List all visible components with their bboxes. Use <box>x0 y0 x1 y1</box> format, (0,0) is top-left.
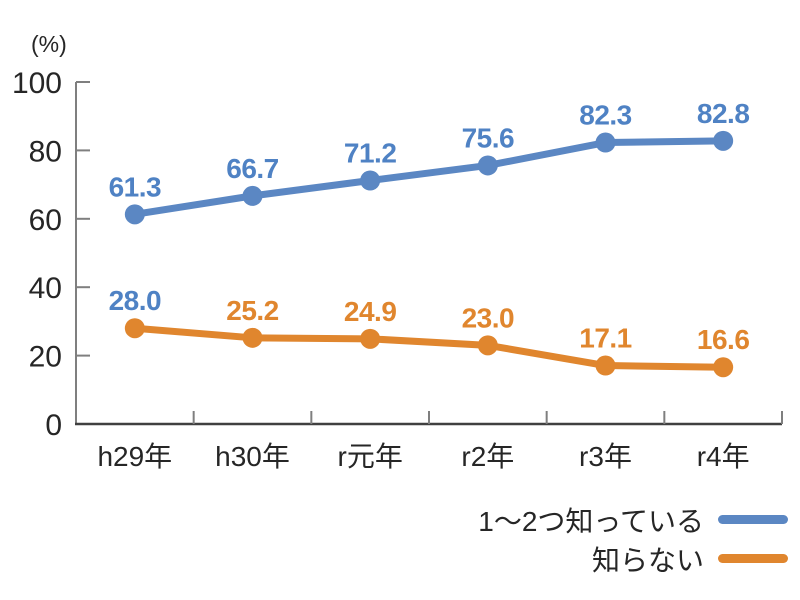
x-axis-category-label: r2年 <box>461 441 514 472</box>
legend-item: 1〜2つ知っている <box>478 500 788 539</box>
data-label: 17.1 <box>579 323 632 354</box>
y-axis-tick-label: 80 <box>29 135 62 168</box>
data-point <box>360 328 381 349</box>
legend-swatch <box>718 554 788 563</box>
legend-swatch <box>718 515 788 524</box>
data-point <box>713 357 734 378</box>
data-point <box>242 327 263 348</box>
data-point <box>477 335 498 356</box>
data-label: 23.0 <box>462 302 515 333</box>
x-axis-category-label: r4年 <box>697 441 750 472</box>
data-label: 75.6 <box>462 122 515 153</box>
data-label: 66.7 <box>226 153 279 184</box>
y-axis-tick-label: 60 <box>29 204 62 237</box>
data-point <box>713 130 734 151</box>
data-point <box>242 185 263 206</box>
x-axis-category-label: r元年 <box>338 441 403 472</box>
legend-item-label: 1〜2つ知っている <box>478 505 704 537</box>
y-axis-unit-label: (%) <box>31 31 67 57</box>
data-label: 82.8 <box>697 98 750 129</box>
legend-item: 知らない <box>592 539 788 578</box>
series-line-1 <box>131 324 727 371</box>
data-point <box>595 132 616 153</box>
data-label: 16.6 <box>697 324 750 355</box>
x-axis-category-label: h30年 <box>215 441 290 472</box>
legend: 1〜2つ知っている知らない <box>478 500 788 578</box>
data-label: 61.3 <box>109 171 162 202</box>
data-point <box>477 155 498 176</box>
data-label: 24.9 <box>344 296 397 327</box>
data-point <box>360 170 381 191</box>
x-axis-category-label: r3年 <box>579 441 632 472</box>
y-axis-tick-label: 20 <box>29 341 62 374</box>
data-point <box>124 318 145 339</box>
y-axis-tick-label: 100 <box>12 67 62 100</box>
series-line-0 <box>131 137 727 218</box>
data-label: 25.2 <box>226 295 279 326</box>
y-axis-tick-label: 0 <box>45 409 62 442</box>
data-label: 71.2 <box>344 137 397 168</box>
data-label: 28.0 <box>109 285 162 316</box>
data-label: 82.3 <box>579 100 632 131</box>
data-point <box>595 355 616 376</box>
data-point <box>124 204 145 225</box>
legend-item-label: 知らない <box>591 544 704 576</box>
x-axis-category-label: h29年 <box>97 441 172 472</box>
y-axis-tick-label: 40 <box>29 272 62 305</box>
